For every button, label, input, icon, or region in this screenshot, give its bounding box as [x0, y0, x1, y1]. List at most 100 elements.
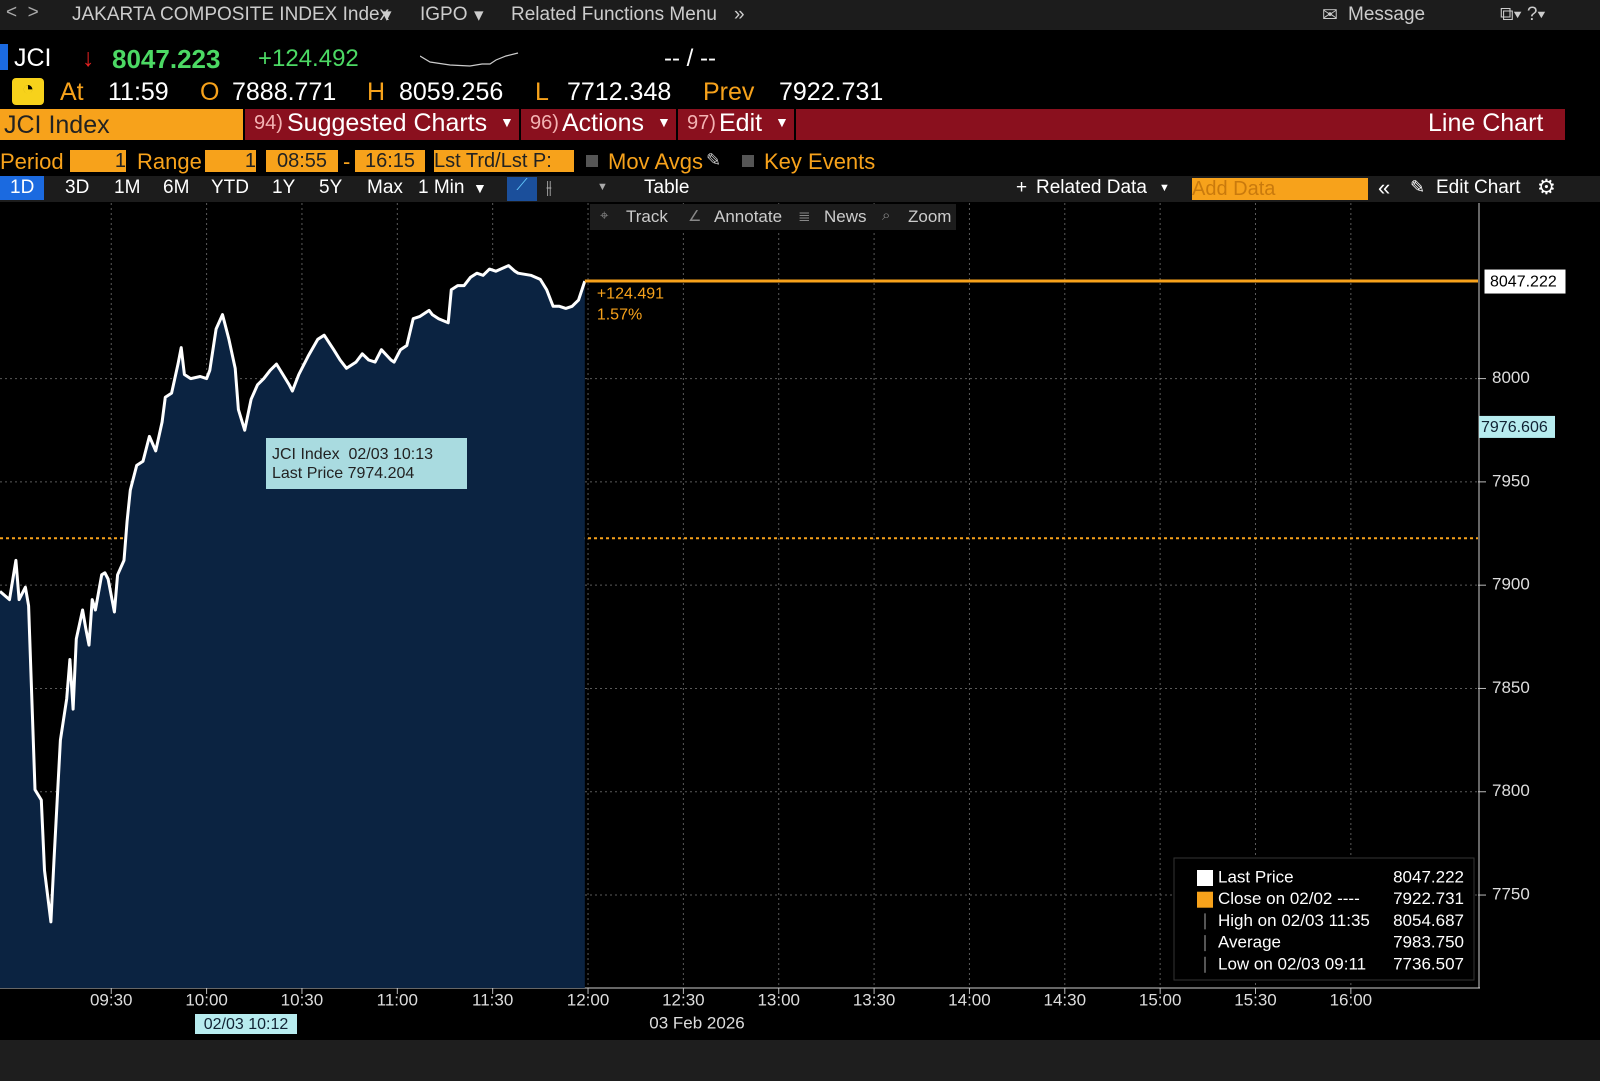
- add-data-input[interactable]: Add Data: [1192, 178, 1368, 200]
- plus-icon: +: [1016, 177, 1028, 198]
- legend-value: 8054.687: [1393, 911, 1464, 930]
- table-tab[interactable]: Table: [644, 177, 690, 198]
- prev: 7922.731: [779, 78, 884, 106]
- gauge-icon[interactable]: ◔: [12, 78, 44, 105]
- key-events[interactable]: Key Events: [764, 149, 876, 174]
- last-price-box: [1483, 268, 1567, 295]
- security-field-text: JCI Index: [4, 111, 110, 139]
- line: [0, 264, 587, 924]
- price-type[interactable]: Lst Trd/Lst P:: [434, 150, 574, 172]
- x-tick-label: 10:30: [281, 990, 324, 1009]
- legend-label: High on 02/03 11:35: [1218, 911, 1370, 930]
- dropdown-icon[interactable]: ▼: [597, 181, 608, 193]
- x-tick-label: 12:30: [662, 990, 705, 1009]
- interval[interactable]: 1 Min: [418, 177, 465, 198]
- security-field[interactable]: JCI Index: [0, 109, 243, 140]
- tooltip-line: JCI Index 02/03 10:13: [272, 446, 433, 463]
- last-price: 8047.223: [112, 44, 221, 74]
- edit-icon: ✎: [1410, 177, 1426, 197]
- bid-ask: -- / --: [664, 45, 716, 72]
- collapse-icon[interactable]: «: [1378, 175, 1391, 200]
- range-tab[interactable]: 1M: [114, 177, 141, 198]
- dropdown-icon: ▼: [500, 114, 514, 130]
- checkbox[interactable]: [742, 155, 754, 167]
- range-tab[interactable]: 5Y: [319, 177, 343, 198]
- window-icons[interactable]: ⧉▾ ?▾: [1500, 4, 1546, 25]
- security-menu[interactable]: JAKARTA COMPOSITE INDEX Index: [72, 4, 390, 25]
- separator: [794, 109, 796, 140]
- edit-icon[interactable]: ✎: [706, 150, 722, 170]
- cursor-value: 7976.606: [1481, 419, 1548, 436]
- related-data[interactable]: Related Data: [1036, 177, 1147, 198]
- legend-label: Low on 02/03 09:11: [1218, 954, 1366, 973]
- legend: [1173, 857, 1475, 981]
- menu-item[interactable]: Edit: [719, 109, 763, 137]
- cursor-x-label: 02/03 10:12: [204, 1016, 289, 1033]
- open: 7888.771: [232, 78, 337, 106]
- prev-label: Prev: [703, 78, 755, 106]
- x-tick-label: 14:30: [1044, 990, 1087, 1009]
- checkbox[interactable]: [586, 155, 598, 167]
- last-price-value: 8047.222: [1490, 273, 1557, 290]
- range-label: Range: [137, 149, 202, 174]
- x-tick-label: 12:00: [567, 990, 610, 1009]
- dropdown-icon: ▼: [1159, 182, 1170, 194]
- x-tick-label: 11:00: [377, 990, 418, 1009]
- tooltip: [266, 438, 467, 489]
- dropdown-icon: ▼: [657, 114, 671, 130]
- range-tab[interactable]: Max: [367, 177, 403, 198]
- range-dash: -: [343, 149, 351, 174]
- legend-swatch: [1197, 891, 1213, 908]
- toolbar-icon: ⌕: [882, 207, 891, 224]
- menu-item[interactable]: Actions: [562, 109, 644, 137]
- range-tab[interactable]: YTD: [211, 177, 249, 198]
- ticker-menu[interactable]: IGPO: [420, 4, 468, 25]
- dropdown-icon: ▼: [473, 180, 487, 196]
- end-time[interactable]: 16:15: [355, 150, 425, 172]
- dropdown-icon: ▼: [775, 114, 789, 130]
- period-input[interactable]: 1: [70, 150, 126, 172]
- separator: [676, 109, 678, 140]
- chart-toolbar: ⌖ Track ∠ Annotate ≣ News ⌕ Zoom: [590, 204, 956, 230]
- edit-chart[interactable]: Edit Chart: [1436, 177, 1521, 198]
- toolbar-button[interactable]: News: [824, 207, 867, 226]
- y-tick-label: 7950: [1492, 471, 1530, 490]
- back-forward[interactable]: < >: [6, 2, 39, 23]
- menu-number: 97): [687, 112, 716, 134]
- chart-type: Line Chart: [1428, 109, 1544, 137]
- bar-icon[interactable]: ⫲: [546, 177, 552, 197]
- start-time[interactable]: 08:55: [266, 150, 338, 172]
- settings-icon[interactable]: ⚙: [1537, 176, 1556, 199]
- line-icon[interactable]: ⟋: [507, 177, 537, 201]
- range-input[interactable]: 1: [205, 150, 256, 172]
- y-tick-label: 8000: [1492, 368, 1530, 387]
- dropdown-icon: »: [734, 4, 745, 25]
- toolbar-button[interactable]: Track: [626, 207, 668, 226]
- related-menu[interactable]: Related Functions Menu: [511, 4, 717, 25]
- cursor-box: [1479, 415, 1555, 438]
- menu-bar: [245, 109, 1565, 140]
- high: 8059.256: [399, 78, 504, 106]
- range-tab[interactable]: 6M: [163, 177, 190, 198]
- net-change: +124.492: [258, 45, 359, 72]
- x-tick-label: 11:30: [472, 990, 513, 1009]
- down-arrow: ↓: [82, 44, 95, 72]
- message-button[interactable]: Message: [1348, 4, 1426, 25]
- menu-item[interactable]: Suggested Charts: [287, 109, 488, 137]
- range-tab[interactable]: 1D: [0, 176, 45, 200]
- high-label: H: [367, 78, 386, 106]
- sparkline: [420, 52, 519, 67]
- range-tab[interactable]: 3D: [65, 177, 90, 198]
- x-tick-label: 16:00: [1330, 990, 1373, 1009]
- mov-avgs[interactable]: Mov Avgs: [608, 149, 703, 174]
- legend-value: 7736.507: [1393, 954, 1464, 973]
- toolbar-button[interactable]: Annotate: [714, 207, 783, 226]
- dropdown-icon: ▾: [382, 5, 392, 26]
- tooltip-line: Last Price 7974.204: [272, 465, 414, 482]
- range-tab[interactable]: 1Y: [272, 177, 296, 198]
- y-tick-label: 7850: [1492, 678, 1530, 697]
- toolbar-button[interactable]: Zoom: [908, 207, 952, 226]
- x-tick-label: 15:00: [1139, 990, 1182, 1009]
